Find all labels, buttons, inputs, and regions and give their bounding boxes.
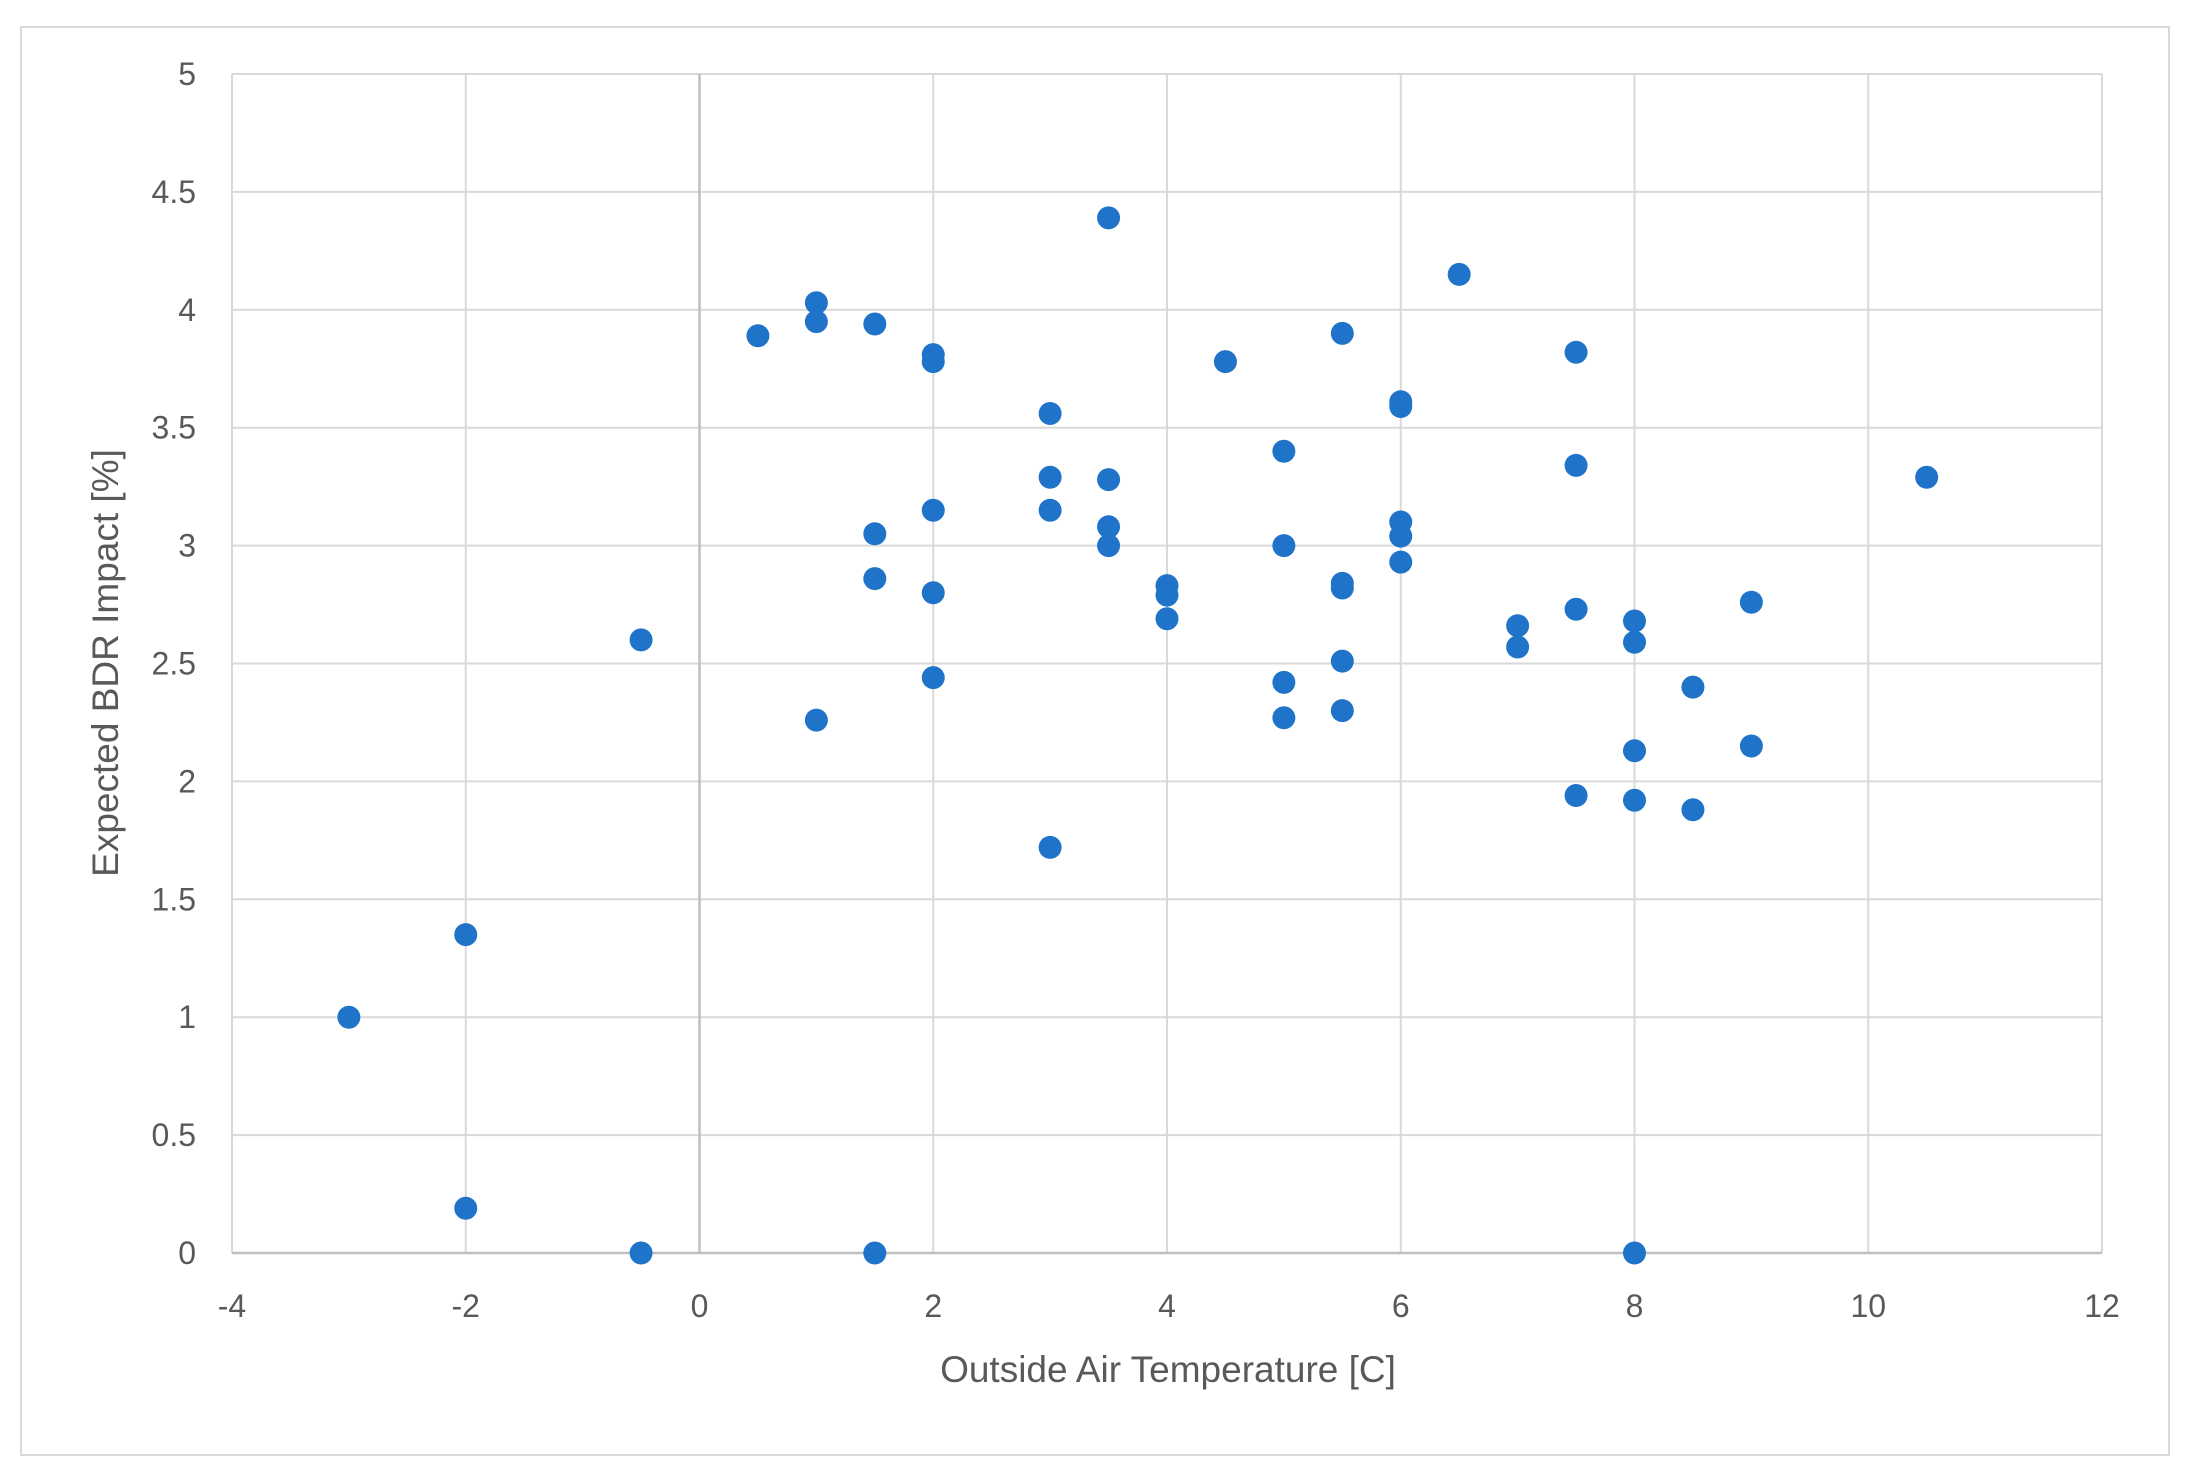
y-tick-label: 0	[178, 1235, 196, 1271]
data-point	[629, 1241, 653, 1265]
data-point	[1564, 784, 1588, 808]
y-tick-label: 5	[178, 56, 196, 92]
data-point	[1038, 498, 1062, 522]
data-point	[1272, 439, 1296, 463]
data-point	[1213, 350, 1237, 374]
data-point	[1623, 630, 1646, 654]
data-point	[1389, 394, 1413, 418]
y-tick-label: 4.5	[152, 174, 196, 210]
data-point	[454, 923, 478, 947]
x-tick-label: 4	[1158, 1288, 1176, 1324]
data-point	[1447, 262, 1471, 286]
data-point	[804, 291, 828, 315]
y-tick-labels: 0 0.5 1 1.5 2 2.5 3 3.5 4 4.5 5	[152, 56, 196, 1271]
y-tick-label: 3	[178, 528, 196, 564]
data-point	[1564, 453, 1588, 477]
x-tick-labels: -4 -2 0 2 4 6 8 10 12	[218, 1288, 2120, 1324]
x-tick-label: 6	[1392, 1288, 1410, 1324]
y-axis-title: Expected BDR Impact [%]	[85, 449, 126, 877]
data-point	[1272, 534, 1296, 558]
data-point	[337, 1005, 361, 1029]
y-tick-label: 4	[178, 292, 196, 328]
data-point	[1097, 515, 1121, 539]
x-axis-title: Outside Air Temperature [C]	[940, 1349, 1396, 1390]
y-tick-label: 1.5	[152, 881, 196, 917]
data-point	[1038, 402, 1062, 426]
data-point	[629, 628, 653, 652]
chart-frame	[20, 26, 2170, 1456]
data-point	[921, 666, 945, 690]
data-point	[804, 310, 828, 334]
data-point	[1739, 590, 1763, 614]
data-point	[1097, 534, 1121, 558]
x-tick-label: 2	[924, 1288, 942, 1324]
horizontal-gridlines	[232, 73, 2102, 1137]
y-tick-label: 1	[178, 999, 196, 1035]
data-point	[1915, 465, 1939, 489]
data-point	[1623, 739, 1646, 763]
data-point	[863, 312, 887, 336]
data-point	[1155, 607, 1179, 631]
y-tick-label: 3.5	[152, 410, 196, 446]
y-tick-label: 2.5	[152, 646, 196, 682]
y-tick-label: 0.5	[152, 1117, 196, 1153]
data-point	[1330, 699, 1354, 723]
data-point	[1739, 734, 1763, 758]
axes	[232, 74, 2102, 1255]
data-point	[1389, 524, 1413, 548]
data-point	[1097, 206, 1121, 230]
data-point	[1681, 675, 1705, 699]
data-point	[1564, 340, 1588, 364]
data-point	[1681, 798, 1705, 822]
x-tick-label: -2	[452, 1288, 480, 1324]
x-tick-label: 0	[691, 1288, 709, 1324]
data-point	[746, 324, 770, 348]
data-point	[1330, 321, 1354, 345]
data-point	[1623, 788, 1646, 812]
x-tick-label: 8	[1626, 1288, 1644, 1324]
x-tick-label: 12	[2084, 1288, 2120, 1324]
data-point	[1623, 1241, 1646, 1265]
data-point	[1038, 465, 1062, 489]
data-point	[921, 498, 945, 522]
data-point	[1155, 583, 1179, 607]
data-point	[863, 567, 887, 591]
data-point	[1623, 609, 1646, 633]
data-point	[454, 1196, 478, 1220]
data-point	[1564, 597, 1588, 621]
data-point	[1330, 649, 1354, 673]
data-point	[1272, 670, 1296, 694]
data-point	[1330, 576, 1354, 600]
data-point	[863, 522, 887, 546]
y-tick-label: 2	[178, 763, 196, 799]
x-tick-label: 10	[1850, 1288, 1886, 1324]
data-point	[1038, 835, 1062, 859]
data-point	[1506, 614, 1530, 638]
data-point	[1272, 706, 1296, 730]
data-point	[1506, 635, 1530, 659]
data-point	[921, 581, 945, 605]
data-point	[1389, 550, 1413, 574]
data-point	[1097, 468, 1121, 492]
data-point	[804, 708, 828, 732]
x-tick-label: -4	[218, 1288, 246, 1324]
data-point	[863, 1241, 887, 1265]
data-points	[337, 206, 1939, 1265]
data-point	[921, 350, 945, 374]
